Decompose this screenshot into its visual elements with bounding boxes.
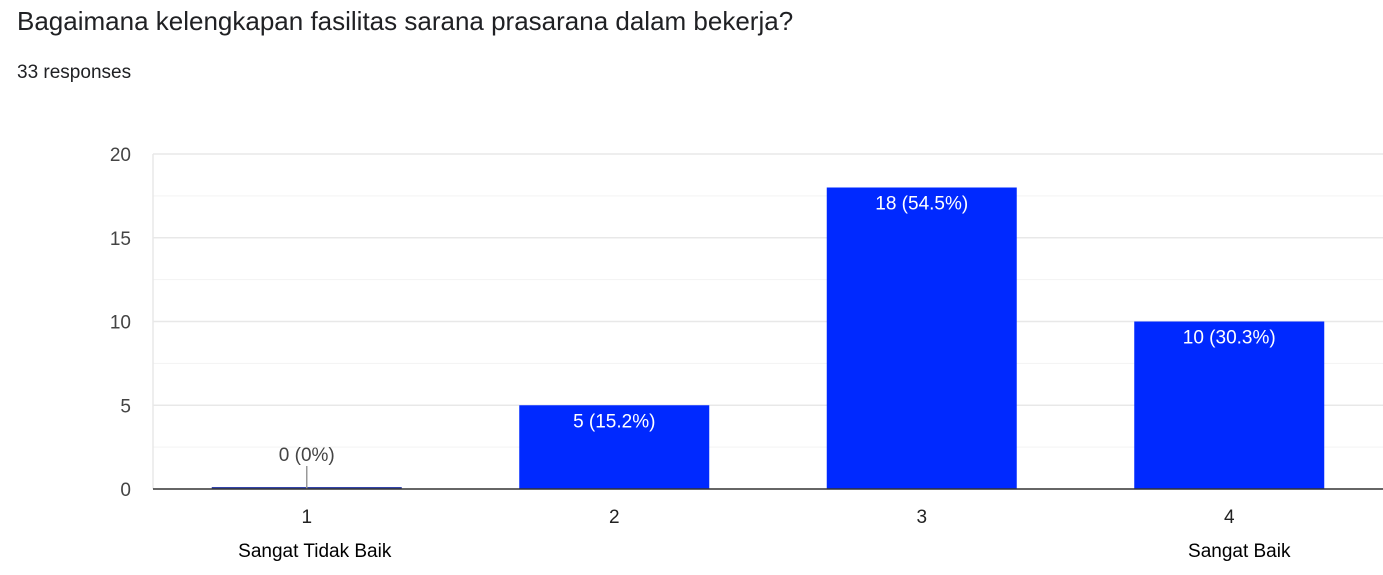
y-tick-label: 0 bbox=[120, 480, 131, 501]
question-title: Bagaimana kelengkapan fasilitas sarana p… bbox=[17, 6, 794, 36]
x-tick-label: 4 bbox=[1224, 507, 1235, 528]
y-tick-label: 15 bbox=[110, 229, 131, 250]
data-label: 18 (54.5%) bbox=[875, 194, 968, 215]
x-sublabel: Sangat Baik bbox=[1188, 541, 1291, 562]
x-tick-label: 3 bbox=[916, 507, 927, 528]
data-label: 0 (0%) bbox=[279, 445, 335, 466]
bar bbox=[519, 405, 710, 489]
data-label: 10 (30.3%) bbox=[1183, 328, 1276, 349]
y-tick-label: 20 bbox=[110, 145, 131, 166]
y-tick-label: 10 bbox=[110, 313, 131, 334]
bar bbox=[826, 187, 1017, 489]
x-tick-label: 1 bbox=[301, 507, 312, 528]
response-count: 33 responses bbox=[17, 62, 132, 83]
y-tick-label: 5 bbox=[120, 396, 131, 417]
bar bbox=[1134, 321, 1325, 489]
data-label: 5 (15.2%) bbox=[573, 411, 655, 432]
x-sublabel: Sangat Tidak Baik bbox=[238, 541, 392, 562]
x-tick-label: 2 bbox=[609, 507, 620, 528]
